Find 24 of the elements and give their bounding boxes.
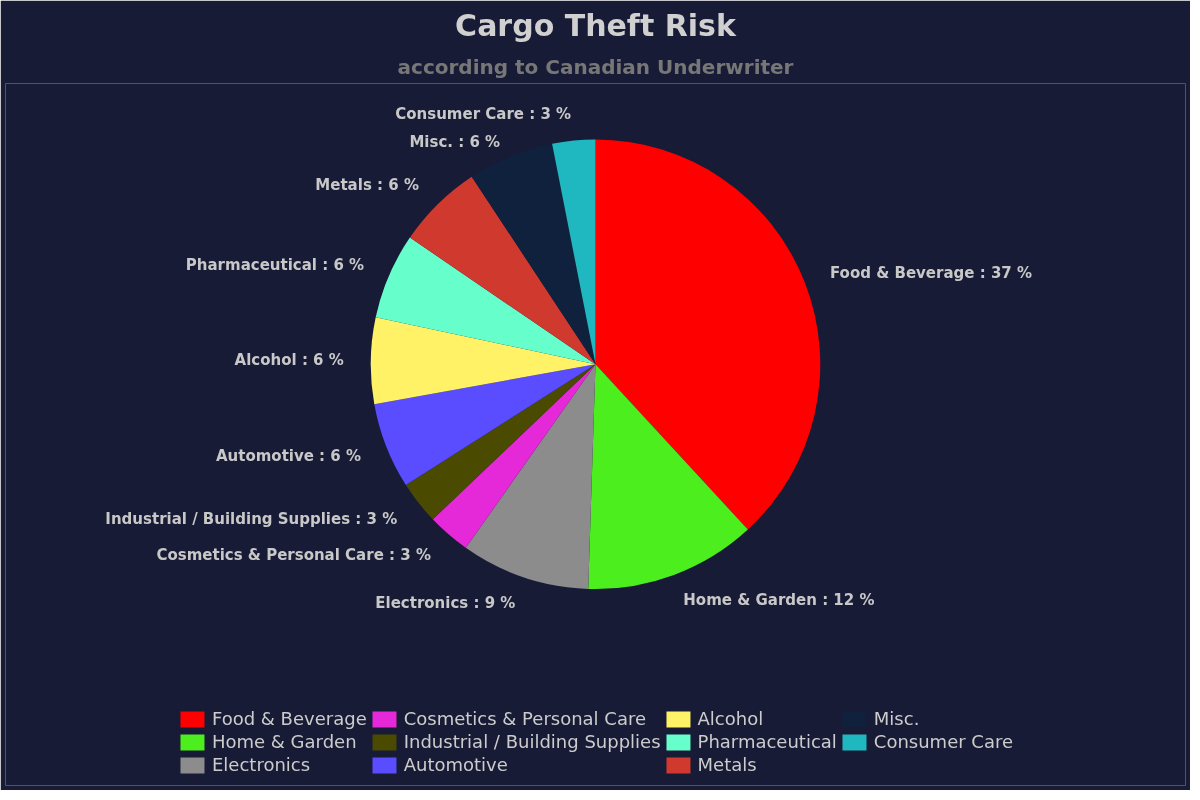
data-label: Consumer Care : 3 %	[395, 104, 572, 123]
legend-label: Misc.	[873, 708, 920, 729]
legend-label: Pharmaceutical	[697, 731, 837, 752]
legend-label: Metals	[697, 754, 757, 775]
legend-label: Cosmetics & Personal Care	[403, 708, 647, 729]
data-label: Misc. : 6 %	[409, 132, 501, 151]
chart-subtitle: according to Canadian Underwriter	[397, 54, 794, 79]
data-label: Pharmaceutical : 6 %	[185, 256, 365, 275]
data-label: Industrial / Building Supplies : 3 %	[105, 510, 398, 529]
legend-label: Consumer Care	[873, 731, 1014, 752]
legend-label: Electronics	[211, 754, 311, 775]
data-label: Cosmetics & Personal Care : 3 %	[156, 545, 431, 564]
data-label: Alcohol : 6 %	[234, 351, 344, 370]
data-label: Electronics : 9 %	[375, 593, 516, 612]
legend-label: Food & Beverage	[211, 708, 367, 729]
data-label: Home & Garden : 12 %	[683, 591, 875, 610]
data-label: Metals : 6 %	[315, 175, 419, 194]
legend-label: Home & Garden	[211, 731, 357, 752]
legend-label: Alcohol	[697, 708, 764, 729]
chart-title: Cargo Theft Risk	[455, 7, 737, 43]
legend-label: Industrial / Building Supplies	[403, 731, 661, 752]
data-label: Automotive : 6 %	[215, 446, 362, 465]
data-label: Food & Beverage : 37 %	[829, 263, 1033, 282]
legend-label: Automotive	[403, 754, 508, 775]
